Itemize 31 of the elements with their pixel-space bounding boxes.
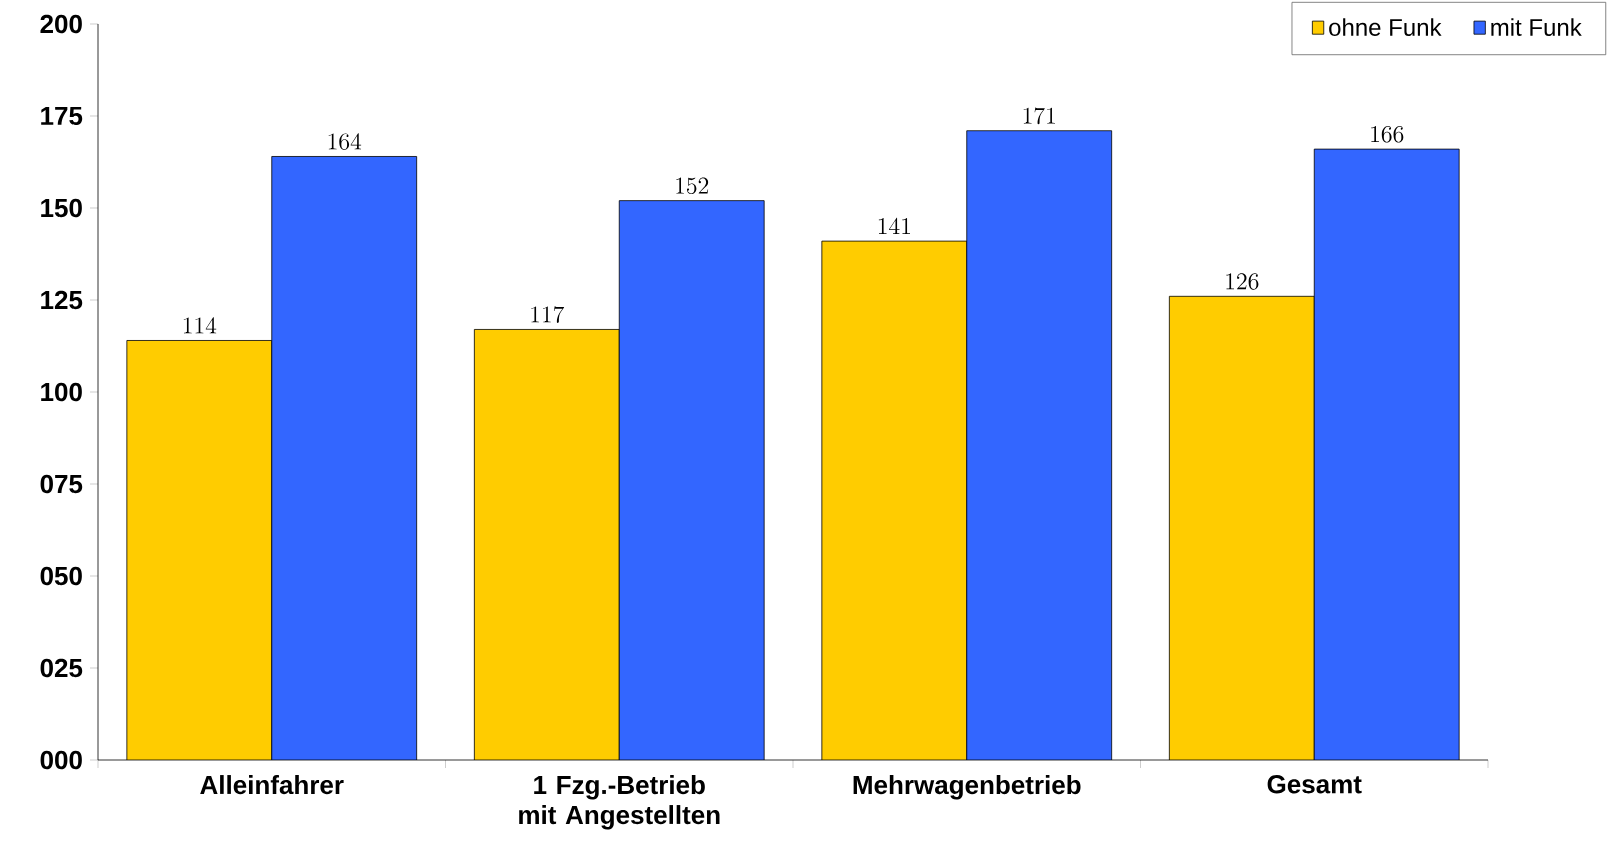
bar bbox=[271, 156, 417, 760]
data-label: 126 bbox=[1226, 273, 1259, 290]
y-tick-label: 200 bbox=[40, 14, 82, 34]
x-tick-label: 1 Fzg.-Betrieb mit Angestellten bbox=[519, 775, 720, 830]
bar bbox=[821, 241, 967, 760]
bar bbox=[619, 200, 765, 760]
y-tick-label: 025 bbox=[40, 658, 83, 678]
x-tick-label: Alleinfahrer bbox=[200, 775, 344, 795]
y-tick-label: 100 bbox=[41, 382, 82, 402]
data-label: 117 bbox=[531, 306, 565, 323]
x-tick-label: Mehrwagenbetrieb bbox=[853, 775, 1081, 800]
y-tick-label: 150 bbox=[41, 198, 82, 218]
y-tick-label: 000 bbox=[40, 750, 82, 770]
y-tick-label: 050 bbox=[40, 566, 82, 586]
legend-label: ohne Funk bbox=[1329, 18, 1442, 36]
y-tick-label: 125 bbox=[41, 290, 83, 310]
data-label: 114 bbox=[183, 317, 217, 334]
bar bbox=[126, 340, 272, 760]
legend-label: mit Funk bbox=[1491, 18, 1582, 36]
data-label: 141 bbox=[878, 217, 910, 235]
data-label: 152 bbox=[676, 177, 709, 195]
bar bbox=[966, 130, 1112, 760]
y-tick-label: 075 bbox=[40, 474, 83, 494]
data-label: 171 bbox=[1023, 107, 1055, 125]
data-label: 166 bbox=[1371, 126, 1404, 143]
data-label: 164 bbox=[328, 133, 362, 150]
bar bbox=[474, 329, 620, 760]
x-tick-label: Gesamt bbox=[1267, 775, 1362, 794]
y-tick-label: 175 bbox=[41, 106, 83, 126]
bar bbox=[1168, 295, 1315, 760]
bar bbox=[1313, 148, 1460, 760]
